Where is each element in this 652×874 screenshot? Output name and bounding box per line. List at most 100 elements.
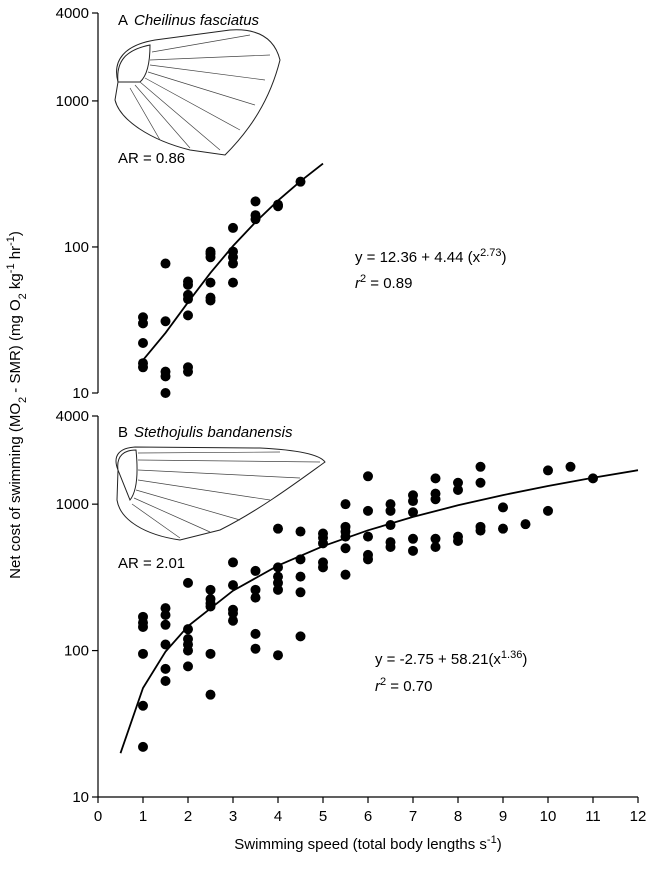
x-tick-label: 8 [454, 808, 462, 825]
y-axis-label: Net cost of swimming (MO2 - SMR) (mg O2 … [5, 231, 29, 579]
equation-part: ) [502, 249, 507, 266]
r-squared: r2 = 0.89 [355, 273, 412, 292]
data-point [408, 545, 418, 556]
data-point [160, 316, 171, 327]
data-point [295, 571, 306, 582]
data-point [273, 650, 283, 661]
fin-drawing-a [114, 29, 281, 156]
data-point [543, 465, 553, 476]
data-point [453, 484, 463, 495]
data-point [363, 554, 373, 565]
y-axis-label-part: ) [7, 231, 24, 236]
r-squared-part: 2 [360, 273, 366, 285]
data-point [183, 661, 193, 672]
x-tick-label: 5 [319, 808, 327, 825]
data-point [250, 196, 261, 207]
equation: y = -2.75 + 58.21(x1.36) [375, 649, 527, 668]
data-point [205, 295, 216, 306]
data-point [228, 580, 238, 591]
x-tick-label: 10 [540, 808, 557, 825]
x-tick-label: 7 [409, 808, 417, 825]
x-axis-label-part: Swimming speed (total body lengths s [234, 836, 487, 853]
data-point [160, 603, 171, 614]
data-point [160, 639, 171, 650]
annotation: AR = 0.86 [118, 150, 185, 167]
x-tick-label: 1 [139, 808, 147, 825]
y-tick-label: 1000 [56, 496, 89, 513]
data-point [295, 526, 306, 537]
data-point [205, 277, 216, 288]
panel-label: A [118, 12, 128, 29]
data-point [340, 531, 351, 542]
data-point [273, 577, 283, 588]
y-axis-label-part: 2 [17, 293, 29, 299]
x-axis-label-part: ) [497, 836, 502, 853]
data-point [273, 523, 283, 534]
equation-part: 2.73 [480, 247, 501, 259]
data-point [430, 494, 441, 505]
data-point [160, 675, 171, 686]
fit-curve [142, 162, 324, 361]
data-point [160, 619, 171, 630]
x-tick-label: 0 [94, 808, 102, 825]
data-point [565, 461, 576, 472]
x-tick-label: 9 [499, 808, 507, 825]
r-squared-part: r [375, 678, 381, 695]
panel-title: Cheilinus fasciatus [134, 12, 260, 29]
panel-label: B [118, 424, 128, 441]
data-point [453, 536, 463, 547]
equation-part: ) [522, 651, 527, 668]
data-point [183, 279, 193, 290]
data-point [138, 648, 148, 659]
equation-part: 1.36 [501, 649, 522, 661]
y-axis-label-part: hr [7, 246, 24, 264]
y-axis-label-part: kg [7, 273, 24, 293]
data-point [295, 631, 306, 642]
data-point [205, 584, 216, 595]
data-point [295, 176, 306, 187]
data-point [363, 531, 373, 542]
data-point [295, 554, 306, 565]
data-point [273, 584, 283, 595]
x-tick-label: 2 [184, 808, 192, 825]
data-point [408, 533, 418, 544]
data-point [160, 609, 171, 620]
y-axis-label-part: -1 [5, 263, 17, 273]
x-axis-label-part: -1 [487, 834, 497, 846]
x-tick-label: 11 [585, 808, 601, 825]
y-tick-label: 10 [72, 789, 89, 806]
data-point [273, 201, 283, 212]
data-point [160, 258, 171, 269]
r-squared-part: = 0.70 [386, 678, 432, 695]
data-point [430, 533, 441, 544]
data-point [183, 577, 193, 588]
data-point [183, 624, 193, 635]
data-point [228, 258, 238, 269]
data-point [318, 538, 328, 549]
y-axis-label-part: Net cost of swimming (MO [7, 403, 24, 579]
data-point [138, 621, 148, 632]
data-point [588, 473, 598, 484]
data-point [340, 499, 351, 510]
data-point [363, 471, 373, 482]
data-point [475, 461, 486, 472]
x-tick-label: 6 [364, 808, 372, 825]
y-axis-label-part: -1 [5, 236, 17, 246]
data-point [498, 502, 508, 513]
data-point [183, 645, 193, 656]
data-point [228, 222, 238, 233]
r-squared-part: 2 [380, 676, 386, 688]
data-point [520, 519, 531, 530]
x-tick-label: 3 [229, 808, 237, 825]
data-point [385, 505, 396, 516]
equation-part: y = -2.75 + 58.21(x [375, 651, 501, 668]
r-squared-part: = 0.89 [366, 275, 412, 292]
data-point [250, 628, 261, 639]
y-tick-label: 4000 [56, 408, 89, 425]
data-point [160, 388, 171, 398]
data-point [475, 525, 486, 536]
data-point [183, 366, 193, 377]
data-point [340, 543, 351, 554]
